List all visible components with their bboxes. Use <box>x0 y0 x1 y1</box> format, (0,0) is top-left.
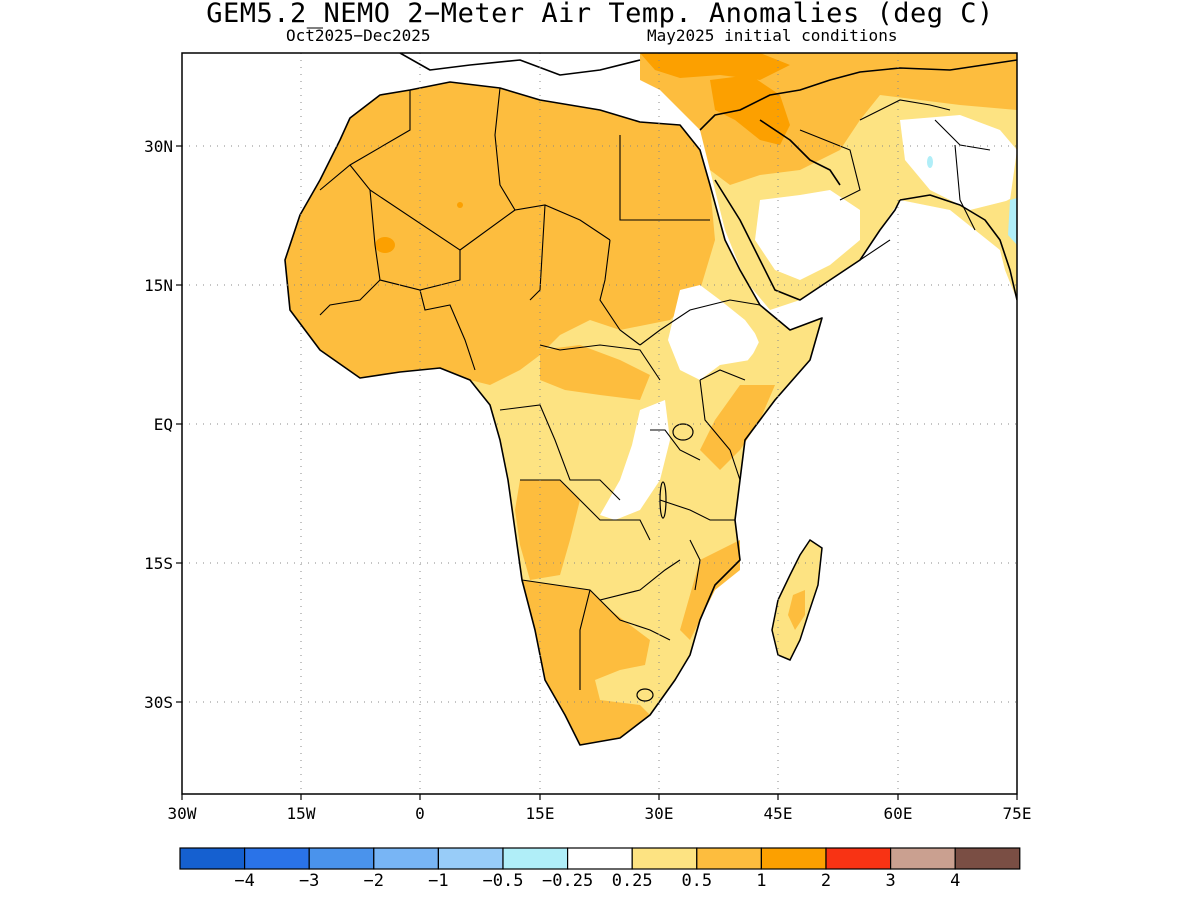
lat-label-30n: 30N <box>144 137 173 156</box>
sahara-warm <box>285 82 715 385</box>
arabia-neutral <box>755 190 860 280</box>
colorbar-label: −0.5 <box>482 871 524 891</box>
lon-label-30w: 30W <box>167 804 197 823</box>
colorbar-swatch <box>889 847 956 870</box>
axis-ticks <box>176 145 1018 800</box>
iran-neutral <box>900 115 1017 210</box>
kenya-warm <box>700 385 775 470</box>
colorbar-swatch <box>437 847 504 870</box>
horn-pale <box>740 310 822 395</box>
southern-africa-warm <box>522 580 650 745</box>
colorbar-label: −3 <box>298 871 320 891</box>
lat-label-15n: 15N <box>144 276 173 295</box>
med-hotspot <box>640 53 790 80</box>
mali-hotspot <box>375 237 395 253</box>
lat-label-15s: 15S <box>144 554 173 573</box>
sahel-hotspot <box>457 202 463 208</box>
map-title: GEM5.2_NEMO 2−Meter Air Temp. Anomalies … <box>206 0 994 29</box>
initial-conditions: May2025 initial conditions <box>647 26 898 45</box>
colorbar-swatch <box>696 847 762 870</box>
lat-label-30s: 30S <box>144 693 173 712</box>
map-plot-area <box>182 53 1017 794</box>
lat-label-eq: EQ <box>153 415 173 434</box>
horn-neutral <box>668 285 760 380</box>
colorbar-label: −1 <box>428 871 449 891</box>
angola-warm <box>515 480 580 580</box>
lon-label-30e: 30E <box>644 804 674 823</box>
colorbar-label: −0.25 <box>542 871 594 891</box>
colorbar-label: 0.25 <box>611 871 653 891</box>
colorbar-swatch <box>179 847 246 870</box>
coastlines <box>284 53 1017 746</box>
lon-label-15w: 15W <box>286 804 316 823</box>
iran-cool-spot <box>927 156 933 168</box>
madagascar-warm <box>788 590 805 630</box>
colorbar-swatch <box>244 847 310 870</box>
lakes <box>636 423 694 702</box>
colorbar-swatch <box>308 847 375 870</box>
colorbar <box>179 847 1021 870</box>
colorbar-swatch <box>373 847 439 870</box>
europe-neutral <box>400 53 700 125</box>
colorbar-swatch <box>566 847 633 870</box>
colorbar-swatch <box>502 847 569 870</box>
lon-label-45e: 45E <box>763 804 793 823</box>
colorbar-swatch <box>954 847 1021 870</box>
central-africa-warm <box>540 345 650 400</box>
colorbar-swatch <box>825 847 892 870</box>
forecast-period: Oct2025−Dec2025 <box>286 26 431 45</box>
colorbar-label: 2 <box>820 871 832 891</box>
country-borders <box>319 87 991 690</box>
colorbar-label: −2 <box>363 871 385 891</box>
lon-label-75e: 75E <box>1002 804 1032 823</box>
mozambique-warm <box>680 540 740 640</box>
colorbar-label: 0.5 <box>681 871 713 891</box>
india-cool-spot <box>1008 198 1017 245</box>
colorbar-swatch <box>760 847 827 870</box>
lon-label-15e: 15E <box>525 804 555 823</box>
lon-label-0: 0 <box>415 804 425 823</box>
colorbar-label: 1 <box>756 871 767 891</box>
colorbar-label: 4 <box>950 871 961 891</box>
colorbar-label: −4 <box>234 871 255 891</box>
lon-label-60e: 60E <box>883 804 913 823</box>
colorbar-label: 3 <box>885 871 896 891</box>
colorbar-swatch <box>631 847 698 870</box>
